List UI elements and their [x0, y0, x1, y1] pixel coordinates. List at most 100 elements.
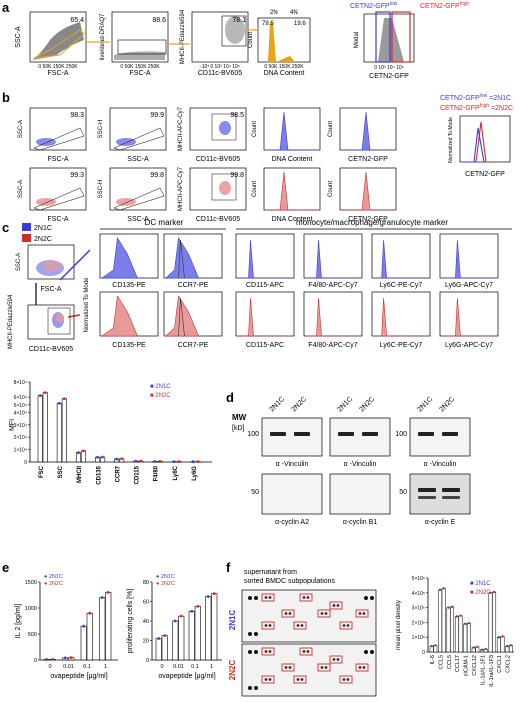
- y-axis-label: SSC-A: [18, 120, 24, 138]
- cytokine-spot: [332, 604, 336, 607]
- cytokine-spot: [346, 678, 350, 681]
- marker-label: Ly6C-PE-Cy7: [380, 342, 423, 349]
- reference-spot: [254, 650, 258, 654]
- bar: [211, 593, 218, 661]
- legend-2n2c: ■ 2N2C: [470, 590, 491, 596]
- x-ticks: 0 50K 150K 250K: [38, 64, 78, 70]
- bar: [178, 615, 185, 661]
- x-axis-label: DNA Content: [264, 70, 305, 77]
- blot-label-bottom: α-cyclin B1: [343, 519, 377, 526]
- legend-2n1c: ● 2N1C: [156, 574, 175, 580]
- cytokine-spot: [306, 596, 310, 599]
- bar: [172, 620, 179, 661]
- y-axis-label: Count: [248, 32, 254, 48]
- panel-b-plot: CETN2-GFP Count: [328, 167, 397, 223]
- cytokine-spot: [302, 650, 306, 653]
- cytokine-chart: mean pixel density ■ 2N1C ■ 2N2C 0 1×10⁶ 2…: [396, 576, 514, 687]
- cytokine-bar: [450, 606, 455, 653]
- bar-point: [190, 609, 194, 613]
- mono-marker-header: monocyte/macrophage/granulocyte marker: [296, 218, 448, 227]
- mfi-point: [120, 457, 124, 461]
- cytokine-spot: [296, 624, 300, 627]
- mfi-point: [158, 460, 162, 463]
- y-axis-label: live/dead-DRAQ7: [100, 13, 106, 60]
- legend-gfp-high: CETN2-GFPhigh: [420, 1, 469, 10]
- marker-histogram: Ly6C-PE-Cy7: [371, 291, 431, 349]
- panel-a-plot-5: CETN2-GFP Modal 0 10³ 10⁴ 10⁵ CETN2-GFPl…: [350, 1, 469, 80]
- reference-spot: [248, 686, 252, 690]
- mfi-point: [38, 394, 42, 398]
- blot-label-bottom: α-cyclin E: [425, 519, 456, 526]
- bar: [205, 596, 212, 661]
- bar: [86, 612, 93, 661]
- cytokine-point: [480, 648, 484, 651]
- marker-histogram: F4/80-APC-Cy7: [303, 233, 363, 289]
- y-tick-label: 8×10⁴: [14, 380, 27, 386]
- panel-b-plot: 99.8 SSC-A SSC-H: [98, 167, 167, 223]
- panel-e: 0 500 1000 1500 IL 2 [pg/ml] 0 0.01 0.1 1 ovapept…: [15, 574, 222, 680]
- gate-pct: 78.1: [232, 17, 246, 24]
- panel-b-plot: DNA Content Count: [252, 107, 321, 163]
- reference-spot: [254, 596, 258, 600]
- bar-point: [163, 634, 167, 638]
- legend-2n1c: CETN2-GFPlow =2N1C: [440, 93, 511, 102]
- cytokine-spot: [300, 678, 304, 681]
- marker-label: CD135-PE: [112, 342, 146, 349]
- panel-b: 98.3 FSC-A SSC-A 99.9 SSC-A SSC-H 98.5 CD11c-BV…: [18, 106, 397, 223]
- lane-label: 2N2C: [438, 396, 456, 414]
- x-tick-label: CCL17: [455, 655, 461, 672]
- svg-text:-10³ 0 10³ 10⁴ 10⁵: -10³ 0 10³ 10⁴ 10⁵: [200, 64, 240, 70]
- y-axis-label: Count: [252, 181, 258, 197]
- panel-a-plot-2: 88.6 FSC-A live/dead-DRAQ7 0 50K 150K 25…: [100, 11, 169, 77]
- x-tick-label: 1: [104, 664, 107, 670]
- marker-histogram: CD115-APC: [235, 233, 295, 289]
- y-axis-label: Count: [328, 181, 334, 197]
- western-blot: 2N1C 2N2C α -Vinculin α-cyclin A2 100 50: [247, 396, 323, 526]
- marker-histogram: CCR7-PE: [163, 291, 223, 349]
- cytokine-spot: [358, 666, 362, 669]
- svg-text:0 50K 150K 250K: 0 50K 150K 250K: [120, 64, 160, 70]
- x-tick-label: F4/80: [154, 465, 160, 481]
- panel-b-plot: DNA Content Count: [252, 167, 321, 223]
- panel-f-letter: f: [226, 560, 231, 575]
- cytokine-spot: [336, 658, 340, 661]
- panel-f-title-1: supernatant from: [244, 569, 297, 576]
- cytokine-spot: [358, 612, 362, 615]
- x-tick-label: CD115: [135, 465, 141, 484]
- cytokine-spot: [268, 650, 272, 653]
- x-tick-label: CXCL2: [506, 655, 512, 673]
- lane-label: 2N1C: [336, 396, 354, 414]
- dc-marker-header: DC marker: [145, 218, 184, 227]
- x-axis-label: CETN2-GFP: [348, 156, 388, 163]
- legend-2n2c: CETN2-GFPhigh =2N2C: [440, 103, 513, 112]
- marker-histogram: CD135-PE: [99, 233, 159, 289]
- y-tick-label: 0: [422, 650, 425, 656]
- mfi-point: [115, 457, 119, 461]
- reference-spot: [248, 632, 252, 636]
- cytokine-bar: [492, 591, 497, 653]
- bar: [194, 606, 201, 661]
- x-axis-label: FSC-A: [41, 286, 62, 293]
- x-tick-label: CD135: [96, 465, 102, 484]
- mfi-point: [134, 459, 138, 463]
- row-label-2n1c: 2N1C: [228, 610, 237, 631]
- x-tick-label: SSC: [58, 465, 64, 478]
- x-axis-label: FSC-A: [48, 70, 69, 77]
- x-tick-label: CCL5: [438, 655, 444, 669]
- lane-label: 2N1C: [268, 396, 286, 414]
- marker-label: Ly6C-PE-Cy7: [380, 282, 423, 289]
- gate-pct: 98.3: [70, 112, 84, 119]
- reference-spot: [364, 650, 368, 654]
- y-tick-label: 6×10⁴: [14, 395, 27, 401]
- cytokine-spot: [362, 666, 366, 669]
- mw-marker: 100: [247, 431, 259, 438]
- panel-a-plot-1: 65.4 FSC-A SSC-A 0 50K 150K 250K: [15, 11, 87, 77]
- marker-histogram: CD135-PE: [99, 291, 159, 349]
- y-axis-label: MFI: [9, 419, 16, 431]
- marker-label: CD115-APC: [246, 342, 284, 349]
- legend-2n2c: ● 2N2C: [156, 581, 175, 587]
- cytokine-spot-box: [329, 655, 343, 664]
- y-tick-label: 5×10⁶: [412, 576, 425, 582]
- marker-histogram: CD115-APC: [235, 291, 295, 349]
